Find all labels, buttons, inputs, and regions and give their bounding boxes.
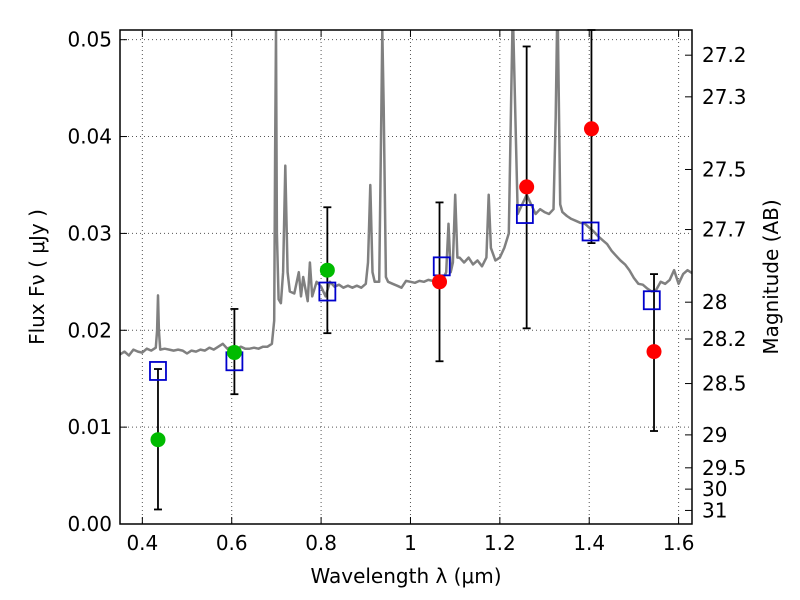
right-tick-label: 31 — [702, 498, 727, 522]
right-tick-label: 27.5 — [702, 157, 747, 181]
y-tick-label: 0.02 — [67, 318, 112, 342]
right-tick-label: 30 — [702, 477, 727, 501]
model-flux-square — [149, 361, 167, 381]
x-tick-label: 1 — [404, 531, 417, 555]
y-tick-label: 0.04 — [67, 125, 112, 149]
model-flux-square — [581, 221, 600, 242]
right-tick-label: 28.5 — [702, 372, 747, 396]
right-tick-label: 27.3 — [702, 85, 747, 109]
plot-area — [120, 29, 692, 511]
right-tick-label: 29 — [702, 423, 727, 447]
x-tick-label: 1.6 — [663, 531, 695, 555]
red-data-point — [583, 121, 599, 137]
right-tick-label: 27.7 — [702, 218, 747, 242]
green-data-point — [319, 262, 335, 278]
green-data-point — [150, 432, 166, 448]
x-tick-label: 0.8 — [305, 531, 337, 555]
y-tick-label: 0.03 — [67, 221, 112, 245]
grid-lines — [120, 30, 692, 525]
x-tick-label: 1.2 — [484, 531, 516, 555]
axis-ticks: 0.4 0.6 0.8 1 1.2 1.4 1.6 0.00 0.01 0.02 0.03 0.04 0… — [67, 28, 746, 555]
right-tick-label: 28.2 — [702, 327, 747, 351]
model-flux-square — [318, 281, 337, 302]
x-tick-label: 1.4 — [573, 531, 605, 555]
red-data-point — [432, 274, 448, 290]
right-tick-label: 27.2 — [702, 43, 747, 67]
y-tick-label: 0.00 — [67, 512, 112, 536]
y-axis-label: Flux Fν ( μJy ) — [25, 209, 49, 345]
x-tick-label: 0.4 — [126, 531, 158, 555]
x-axis-label: Wavelength λ (μm) — [310, 564, 501, 588]
model-spectrum-line — [120, 30, 692, 357]
y-tick-label: 0.01 — [67, 415, 112, 439]
red-data-point — [519, 179, 535, 195]
right-tick-label: 29.5 — [702, 456, 747, 480]
right-tick-label: 28 — [702, 290, 727, 314]
model-flux-square — [642, 290, 661, 311]
plot-frame — [119, 29, 693, 525]
green-data-point — [226, 345, 242, 361]
model-flux-square — [515, 204, 534, 224]
y-tick-label: 0.05 — [67, 28, 112, 52]
red-data-point — [646, 344, 662, 360]
x-tick-label: 0.6 — [216, 531, 248, 555]
right-axis-label: Magnitude (AB) — [759, 199, 783, 354]
